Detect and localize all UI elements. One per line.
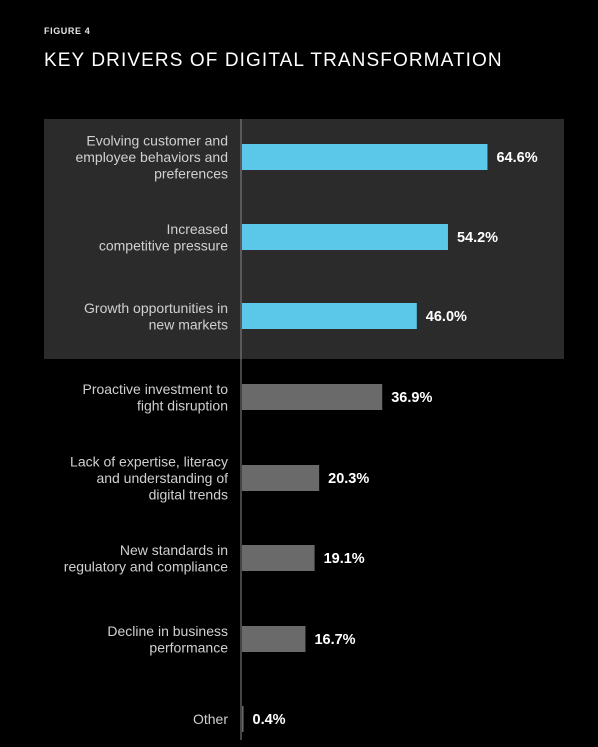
category-label: New standards in regulatory and complianc… — [64, 542, 228, 575]
category-label: Decline in business performance — [107, 623, 228, 656]
data-label: 36.9% — [391, 390, 432, 406]
category-label-line: New standards in — [120, 542, 228, 558]
bar — [242, 706, 244, 732]
category-label-line: Lack of expertise, literacy — [70, 454, 228, 470]
figure-label: FIGURE 4 — [44, 26, 91, 36]
data-label: 0.4% — [253, 712, 286, 728]
category-label-line: digital trends — [149, 487, 228, 503]
category-label-line: Evolving customer and — [86, 133, 228, 149]
data-label: 64.6% — [496, 150, 537, 166]
category-label-line: Proactive investment to — [82, 381, 228, 397]
bar — [242, 384, 383, 410]
category-label: Increased competitive pressure — [99, 221, 228, 254]
data-label: 16.7% — [314, 632, 355, 648]
category-label-line: preferences — [154, 166, 228, 182]
category-label-line: performance — [149, 639, 228, 655]
bar — [242, 224, 448, 250]
category-label-line: Decline in business — [107, 623, 228, 639]
data-label: 19.1% — [324, 551, 365, 567]
bar — [242, 303, 417, 329]
chart-title: KEY DRIVERS OF DIGITAL TRANSFORMATION — [44, 50, 503, 71]
category-label-line: employee behaviors and — [75, 149, 228, 165]
category-label-line: and understanding of — [96, 470, 228, 486]
category-label-line: new markets — [149, 316, 228, 332]
category-label-line: Growth opportunities in — [84, 300, 228, 316]
bar — [242, 545, 315, 571]
category-label-line: Increased — [167, 221, 228, 237]
category-label: Evolving customer and employee behaviors … — [75, 133, 228, 182]
category-label: Other — [193, 711, 228, 727]
category-label: Proactive investment to fight disruption — [82, 381, 228, 414]
data-label: 46.0% — [426, 309, 467, 325]
category-label: Lack of expertise, literacy and understan… — [70, 454, 228, 503]
data-label: 54.2% — [457, 230, 498, 246]
bar — [242, 144, 488, 170]
bar — [242, 465, 320, 491]
category-label: Growth opportunities in new markets — [84, 300, 228, 333]
data-label: 20.3% — [328, 471, 369, 487]
category-label-line: fight disruption — [137, 397, 228, 413]
category-label-line: competitive pressure — [99, 237, 228, 253]
category-label-line: regulatory and compliance — [64, 558, 228, 574]
bar — [242, 626, 306, 652]
category-label-line: Other — [193, 711, 228, 727]
